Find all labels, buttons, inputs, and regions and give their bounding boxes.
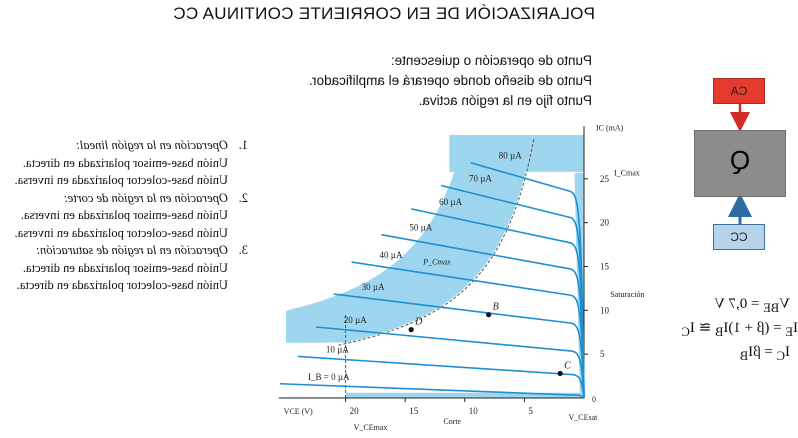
x-tick-label: 5 [528,406,533,416]
vcemax-label: V_CEmax [354,423,388,432]
y-axis-label: IC (mA) [596,124,624,133]
operating-point-label: D [414,317,423,328]
pcmax-curve [338,139,535,346]
curve-label: 60 µA [439,197,462,207]
saturation-label: Saturación [610,290,644,299]
curve-label: 40 µA [380,250,403,260]
cutoff-region [345,392,584,398]
y-tick-label: 25 [600,174,610,184]
operating-point-label: C [564,360,571,371]
power-limit-region [286,145,526,343]
curve-label: 50 µA [409,223,432,233]
origin-label: 0 [592,395,596,404]
cutoff-label: Corte [443,417,461,426]
vcesat-label: V_CEsat [569,413,599,422]
operating-point [408,327,414,333]
y-tick-label: 20 [600,218,610,228]
operating-point [486,312,492,318]
y-tick-label: 5 [600,349,605,359]
x-tick-label: 10 [469,406,479,416]
curve-label: I_B = 0 µA [308,372,350,382]
x-tick-label: 15 [409,406,419,416]
curve-label: 80 µA [499,151,522,161]
y-tick-label: 10 [600,305,610,315]
characteristic-curve [470,161,585,399]
characteristic-curve [297,355,585,399]
curve-label: 10 µA [326,344,349,354]
characteristic-curve [333,293,585,399]
x-axis-label: VCE (V) [284,407,313,416]
y-tick-label: 15 [600,262,610,272]
operating-point-label: B [493,302,499,313]
characteristic-curve [280,382,585,399]
curve-label: 30 µA [362,282,385,292]
icmax-label: I_Cmax [614,169,640,178]
curve-label: 70 µA [469,173,492,183]
x-tick-label: 20 [350,406,360,416]
characteristic-curve [315,326,585,399]
pcmax-label: P_Cmax [422,258,451,267]
operating-point [557,370,563,377]
curve-label: 20 µA [344,315,367,325]
